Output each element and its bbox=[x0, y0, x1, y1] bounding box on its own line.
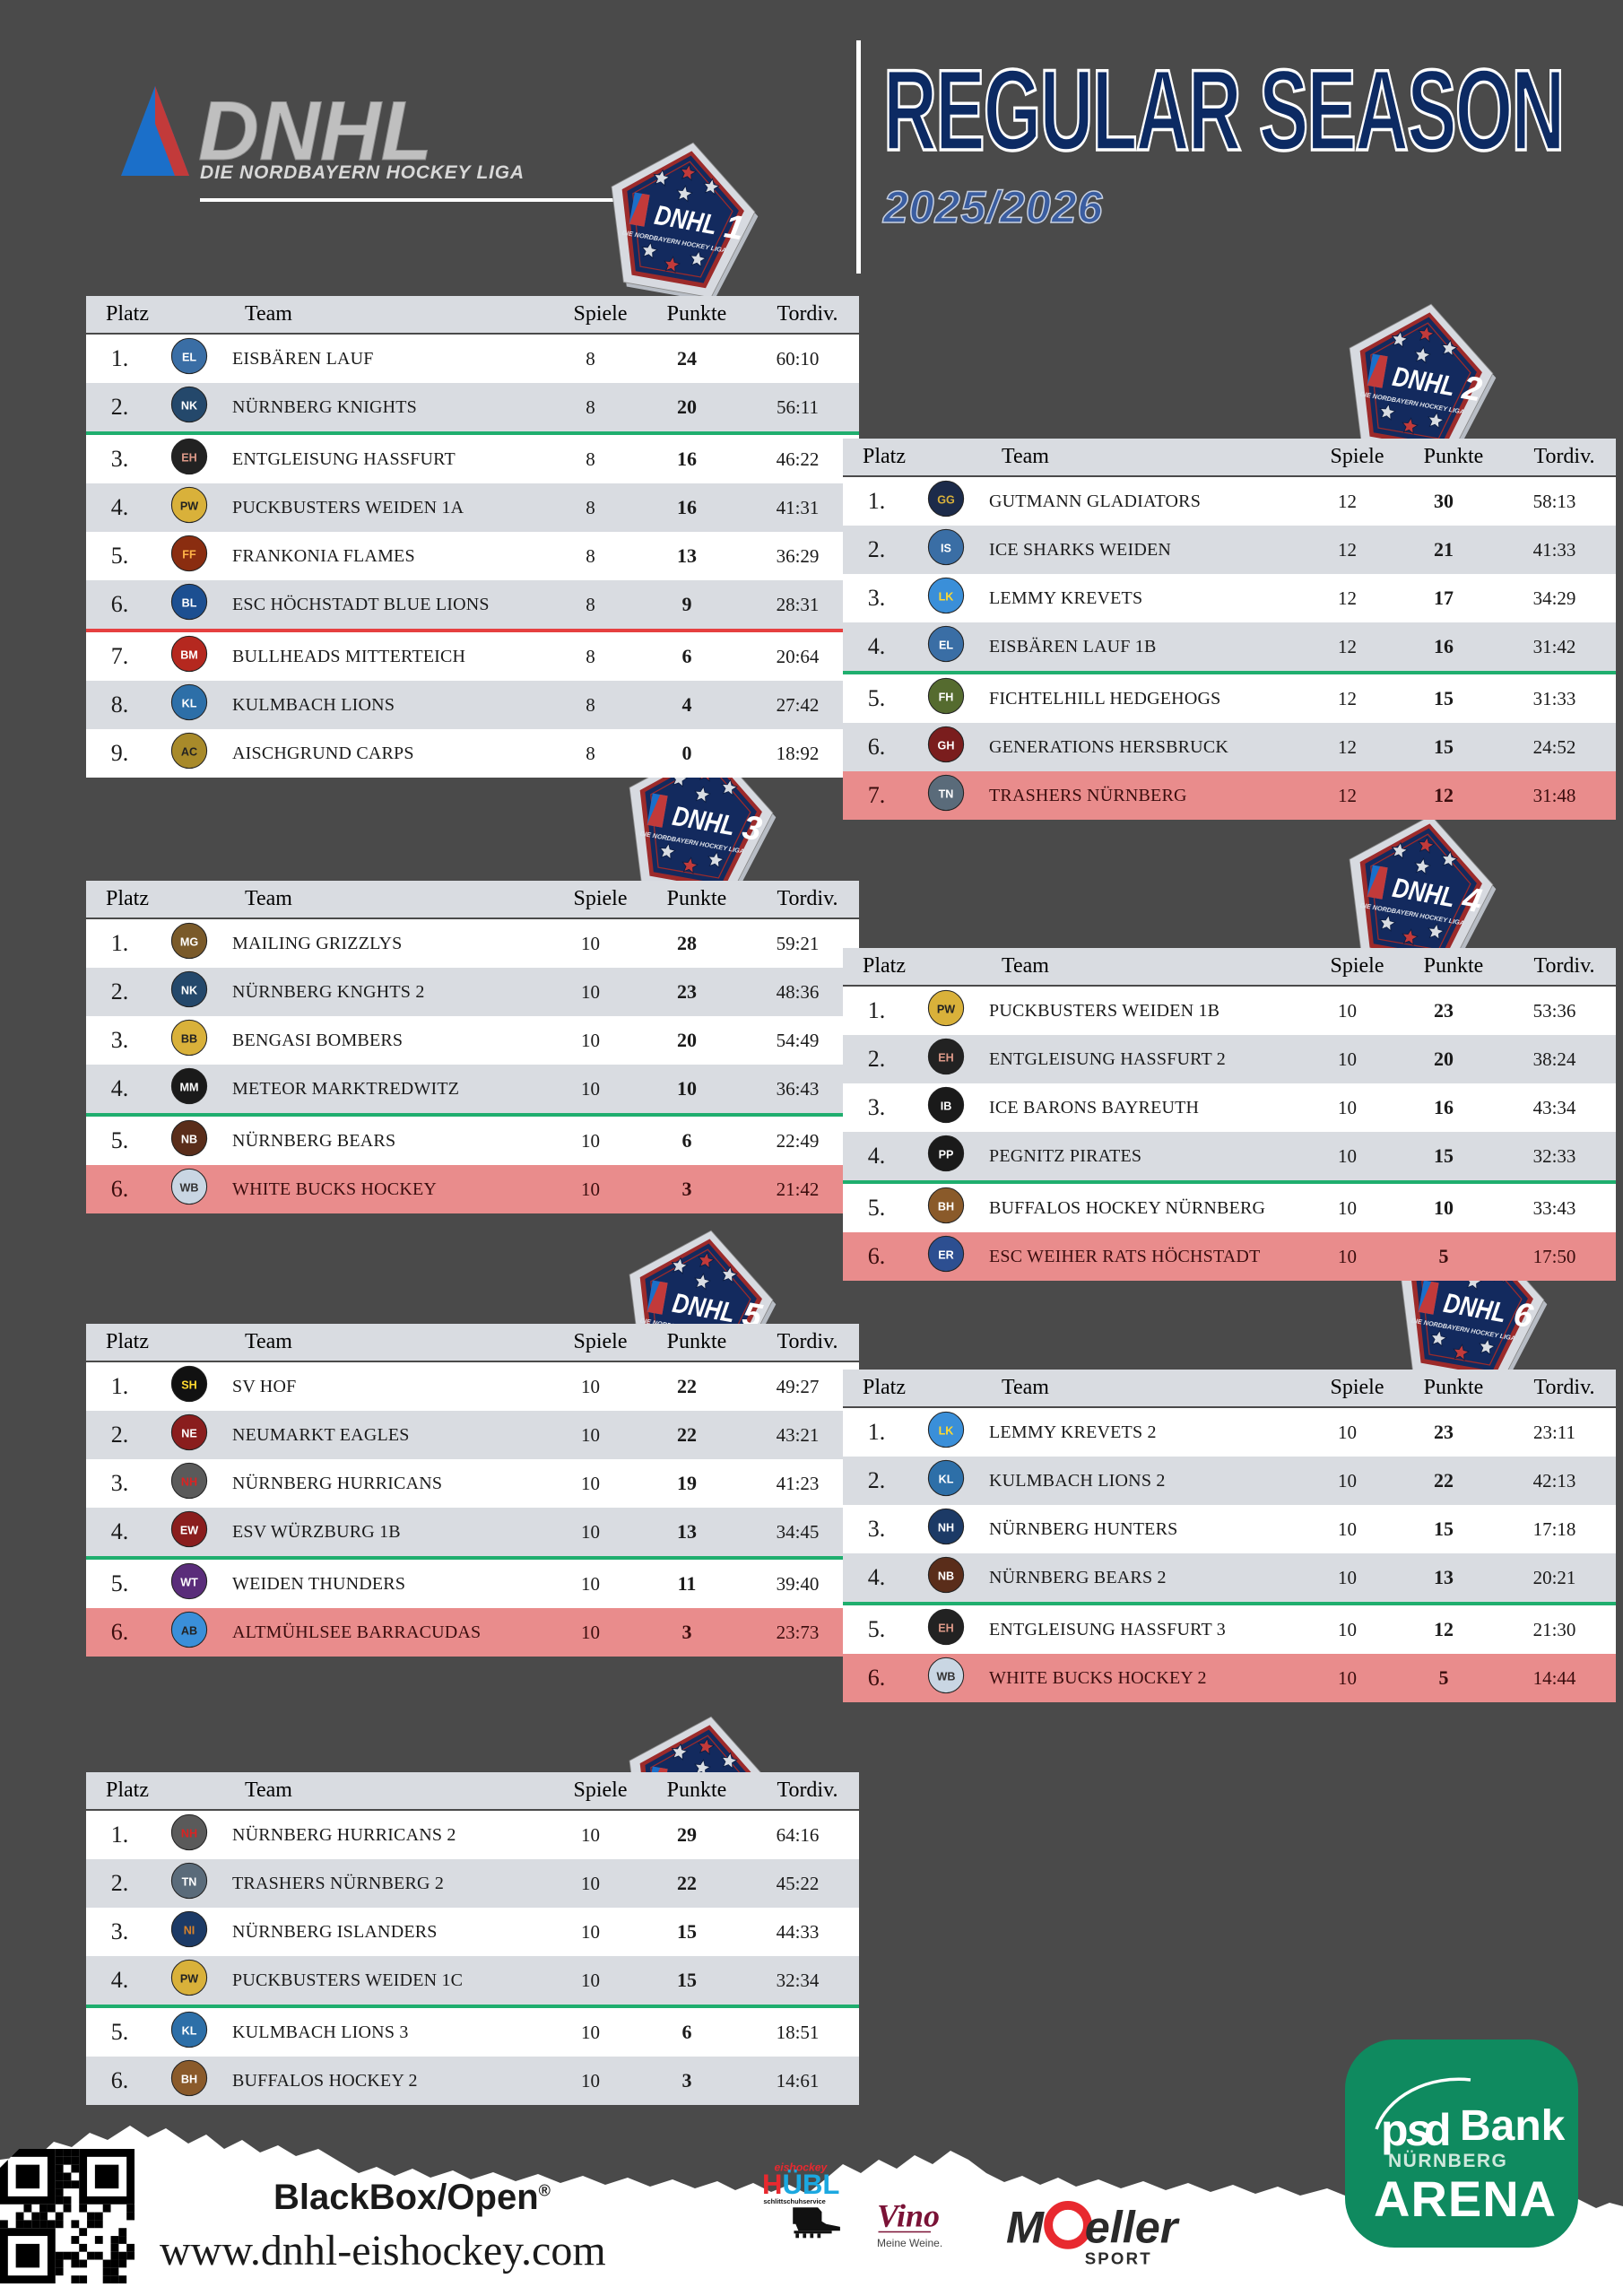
svg-text:eller: eller bbox=[1085, 2202, 1180, 2253]
svg-text:NB: NB bbox=[181, 1134, 197, 1146]
svg-text:ER: ER bbox=[938, 1249, 954, 1262]
svg-text:SH: SH bbox=[181, 1379, 197, 1392]
svg-text:NH: NH bbox=[938, 1522, 954, 1535]
svg-text:KL: KL bbox=[182, 698, 197, 710]
svg-text:PW: PW bbox=[180, 500, 198, 513]
svg-text:GH: GH bbox=[938, 740, 955, 752]
svg-text:Bank: Bank bbox=[1460, 2102, 1566, 2150]
svg-text:PP: PP bbox=[939, 1149, 954, 1161]
svg-text:WB: WB bbox=[937, 1671, 956, 1683]
svg-text:BL: BL bbox=[182, 597, 197, 610]
svg-text:NI: NI bbox=[184, 1925, 195, 1937]
svg-text:NH: NH bbox=[181, 1476, 197, 1489]
svg-text:IB: IB bbox=[941, 1100, 952, 1113]
svg-text:SPORT: SPORT bbox=[1085, 2249, 1152, 2268]
svg-text:EH: EH bbox=[181, 452, 197, 465]
svg-text:EL: EL bbox=[939, 639, 953, 652]
svg-text:FF: FF bbox=[182, 549, 196, 561]
svg-text:LK: LK bbox=[939, 591, 954, 604]
svg-text:Meine Weine.: Meine Weine. bbox=[877, 2237, 942, 2249]
svg-text:MM: MM bbox=[180, 1082, 199, 1094]
svg-text:EH: EH bbox=[938, 1052, 954, 1065]
svg-text:ARENA: ARENA bbox=[1374, 2170, 1557, 2227]
svg-text:EL: EL bbox=[182, 352, 196, 364]
svg-text:EH: EH bbox=[938, 1622, 954, 1635]
svg-text:MG: MG bbox=[180, 936, 198, 949]
svg-text:NK: NK bbox=[181, 400, 197, 413]
svg-text:HÜBL: HÜBL bbox=[762, 2169, 839, 2200]
svg-text:TN: TN bbox=[939, 788, 954, 801]
svg-text:WB: WB bbox=[180, 1182, 199, 1195]
svg-text:WT: WT bbox=[180, 1577, 198, 1589]
svg-text:NH: NH bbox=[181, 1828, 197, 1840]
svg-text:AB: AB bbox=[181, 1625, 197, 1638]
svg-text:BH: BH bbox=[181, 2074, 197, 2086]
svg-text:GG: GG bbox=[937, 494, 955, 507]
svg-text:AC: AC bbox=[181, 746, 197, 759]
svg-text:Vino: Vino bbox=[877, 2198, 940, 2234]
svg-text:TN: TN bbox=[182, 1876, 197, 1889]
svg-text:p: p bbox=[1381, 2105, 1409, 2155]
svg-text:FH: FH bbox=[939, 691, 954, 704]
svg-text:NÜRNBERG: NÜRNBERG bbox=[1388, 2151, 1507, 2171]
svg-text:PW: PW bbox=[180, 1973, 198, 1986]
svg-text:BM: BM bbox=[180, 649, 198, 662]
svg-text:KL: KL bbox=[939, 1474, 954, 1486]
svg-text:EW: EW bbox=[180, 1525, 198, 1537]
svg-text:BH: BH bbox=[938, 1201, 954, 1213]
svg-text:NE: NE bbox=[181, 1428, 197, 1440]
svg-text:LK: LK bbox=[939, 1425, 954, 1438]
svg-text:NK: NK bbox=[181, 985, 197, 997]
svg-text:KL: KL bbox=[182, 2025, 197, 2038]
svg-text:PW: PW bbox=[937, 1004, 955, 1016]
svg-text:IS: IS bbox=[941, 543, 951, 555]
svg-text:M: M bbox=[1006, 2202, 1045, 2253]
svg-text:d: d bbox=[1424, 2105, 1452, 2155]
svg-text:BB: BB bbox=[181, 1033, 197, 1046]
svg-text:NB: NB bbox=[938, 1570, 954, 1583]
